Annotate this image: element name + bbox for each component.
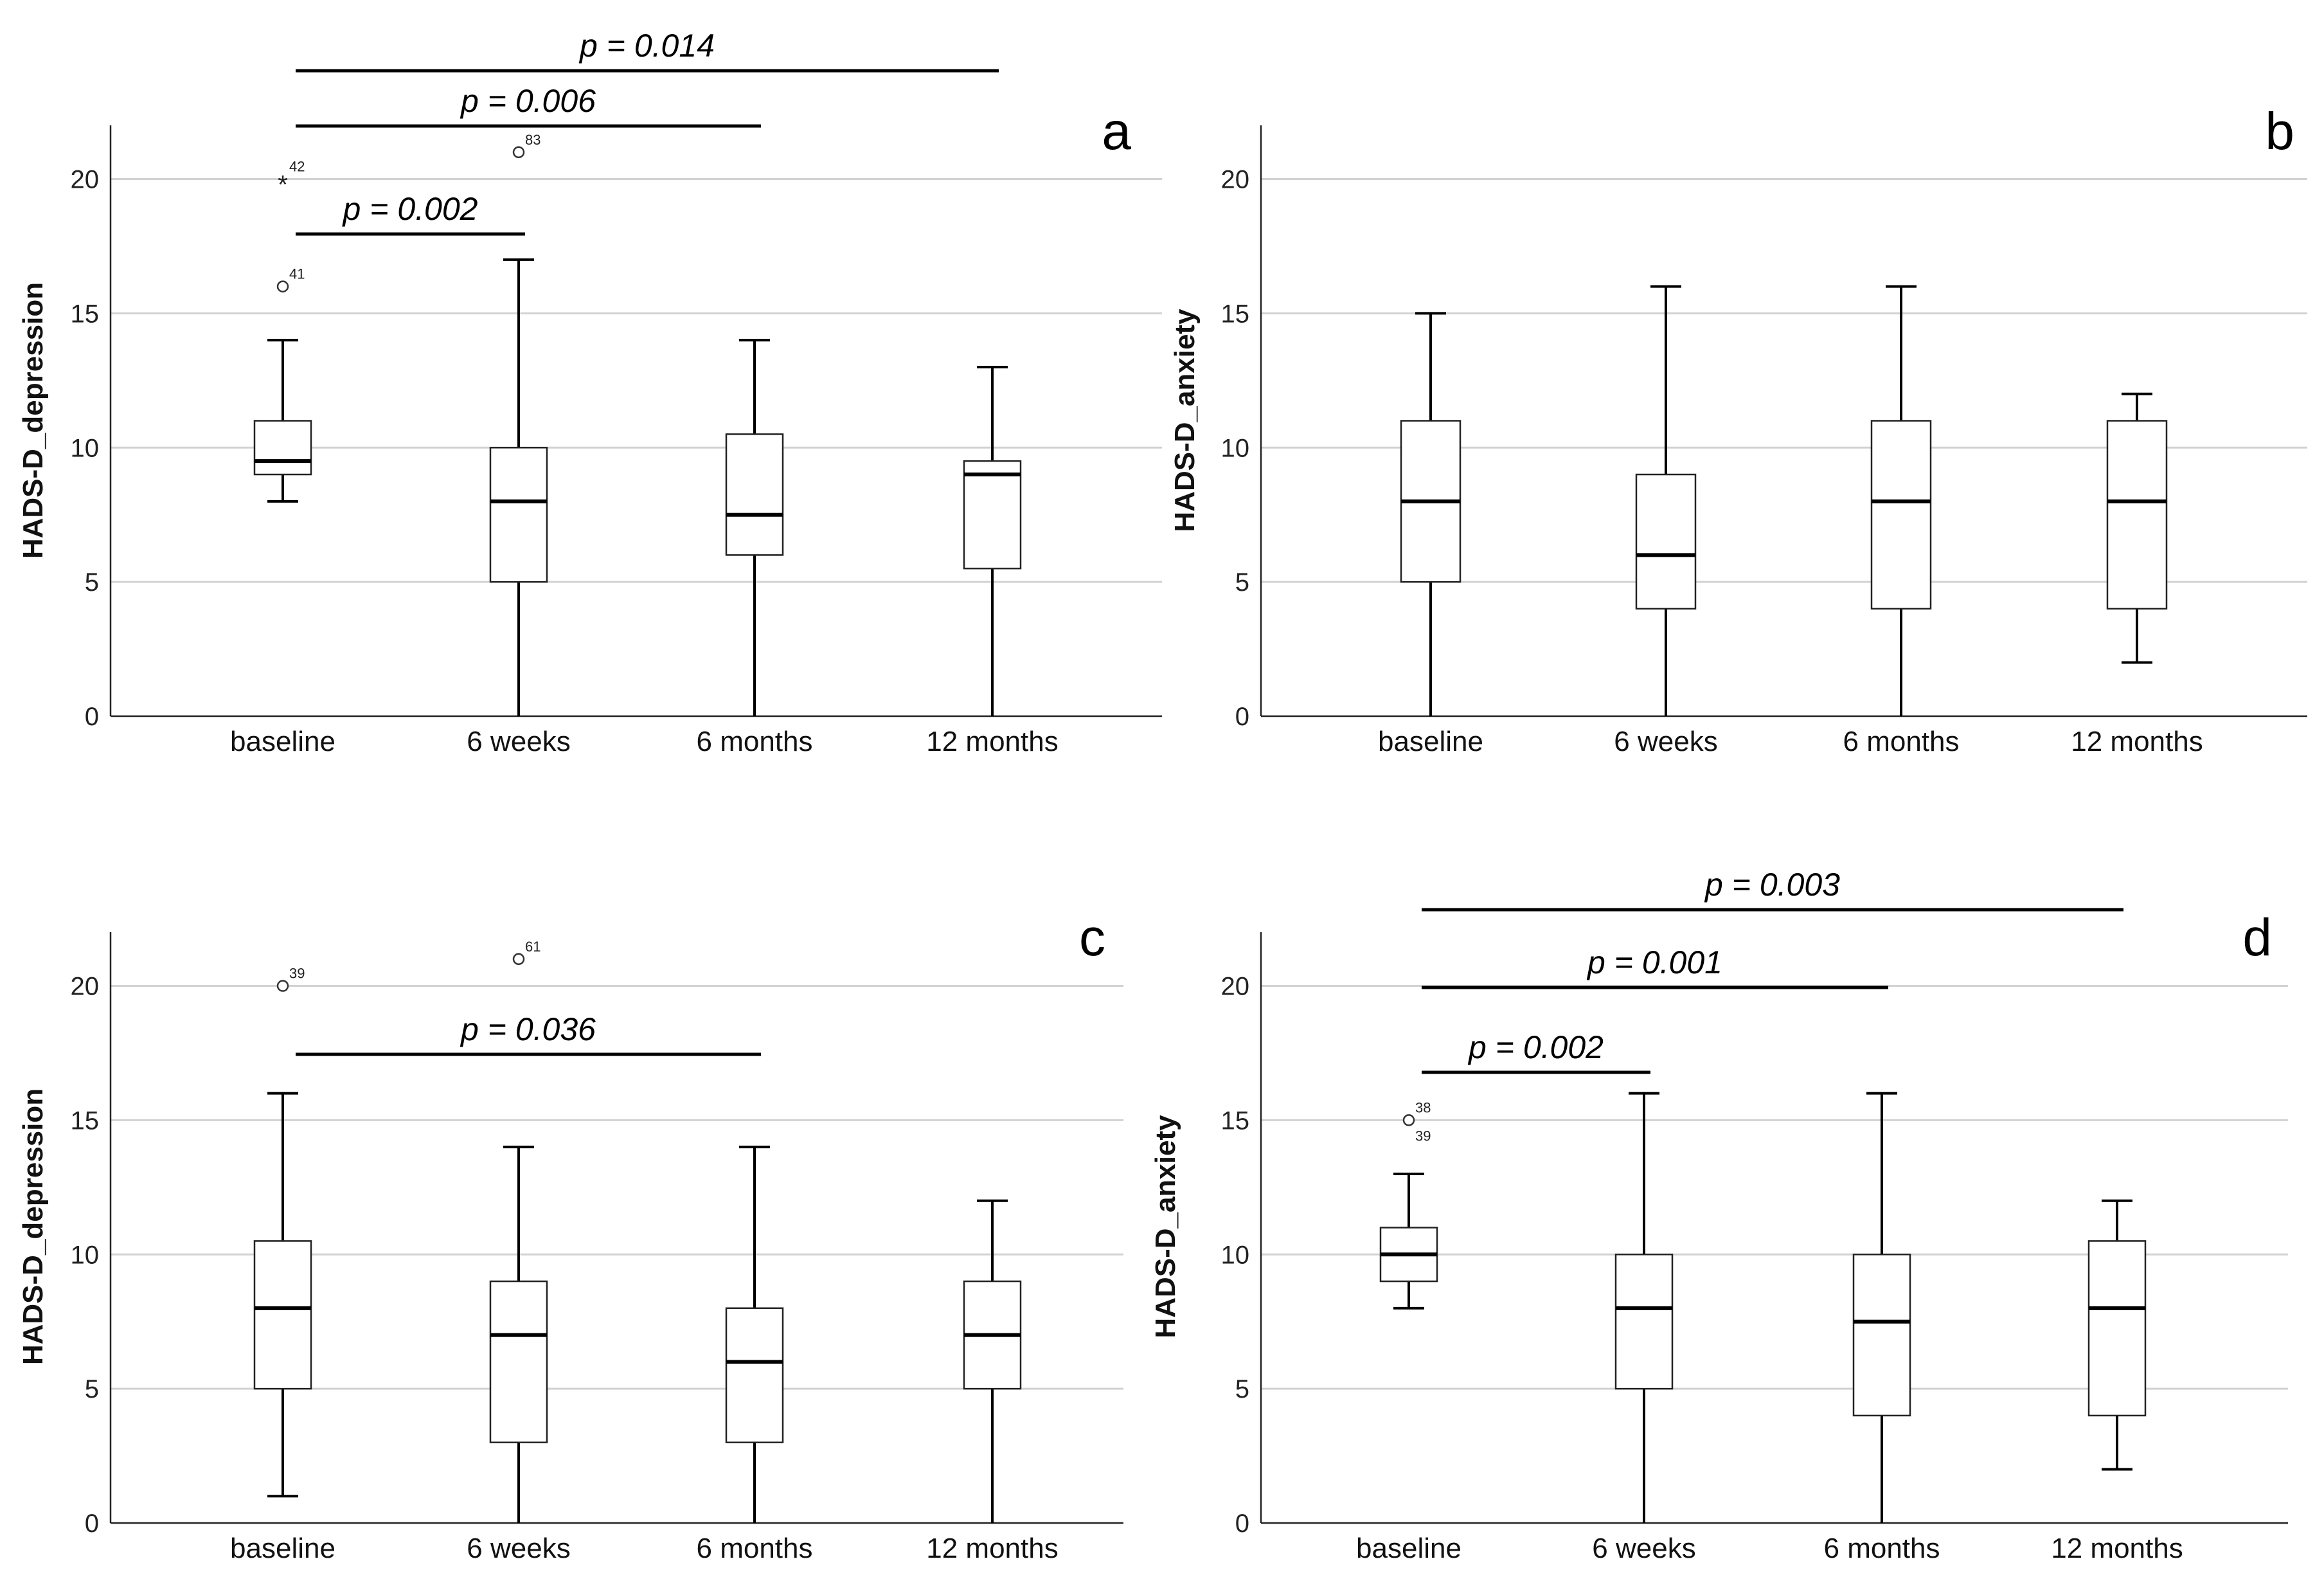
box-baseline <box>253 1092 312 1498</box>
box-6-weeks <box>1635 285 1697 716</box>
y-tick-label: 15 <box>71 300 100 328</box>
p-value-label: p = 0.002 <box>342 191 478 227</box>
box-12-months <box>963 1199 1022 1523</box>
y-tick-label: 0 <box>85 1509 99 1538</box>
y-tick-label: 15 <box>1221 300 1250 328</box>
x-tick-label: 6 weeks <box>1614 726 1717 757</box>
panel-a: 0 5 10 15 20 HADS-D_depression a baseline 6 week… <box>17 28 1162 757</box>
outlier-circle <box>1402 1114 1415 1126</box>
x-tick-label: baseline <box>1378 726 1483 757</box>
p-value-label: p = 0.006 <box>460 83 596 119</box>
y-tick-label: 10 <box>71 1241 100 1269</box>
outlier-label: 41 <box>289 266 305 282</box>
y-tick-label: 5 <box>1235 1375 1249 1403</box>
box-baseline <box>1379 1172 1438 1310</box>
outlier-label: 38 <box>1415 1099 1431 1115</box>
iqr-box <box>725 433 784 556</box>
outlier-label: 39 <box>1415 1128 1431 1144</box>
box-6-weeks <box>489 1146 548 1523</box>
x-tick-label: 6 weeks <box>1592 1533 1695 1564</box>
x-tick-label: 6 weeks <box>467 1533 570 1564</box>
box-6-weeks <box>489 258 548 716</box>
outlier-circle <box>512 146 525 159</box>
x-tick-label: baseline <box>230 726 335 757</box>
box-12-months <box>2106 392 2168 664</box>
iqr-box <box>253 1240 312 1390</box>
x-tick-label: 12 months <box>926 1533 1058 1564</box>
y-tick-label: 20 <box>1221 166 1250 194</box>
iqr-box <box>963 460 1022 570</box>
iqr-box <box>489 447 548 583</box>
p-value-label: p = 0.002 <box>1467 1029 1604 1065</box>
x-tick-label: baseline <box>1356 1533 1461 1564</box>
panel-letter: d <box>2242 908 2272 967</box>
y-tick-label: 5 <box>1235 568 1249 597</box>
y-axis-label: HADS-D_anxiety <box>1169 309 1201 532</box>
y-tick-label: 0 <box>1235 1509 1249 1538</box>
box-6-months <box>725 339 784 716</box>
iqr-box <box>725 1307 784 1443</box>
panel-letter: c <box>1079 908 1105 967</box>
y-tick-label: 0 <box>85 703 99 731</box>
outlier-star: * <box>278 171 288 199</box>
iqr-box <box>1870 420 1932 610</box>
y-tick-label: 15 <box>71 1106 100 1135</box>
p-value-label: p = 0.003 <box>1704 867 1840 903</box>
box-12-months <box>2087 1199 2147 1471</box>
y-axis-label: HADS-D_depression <box>17 1088 49 1365</box>
iqr-box <box>2106 420 2168 610</box>
iqr-box <box>2087 1240 2147 1417</box>
panel-c: 0 5 10 15 20 HADS-D_depression c baseline 6 week… <box>17 908 1123 1564</box>
y-tick-label: 15 <box>1221 1106 1250 1135</box>
y-tick-label: 20 <box>71 973 100 1001</box>
y-tick-label: 5 <box>85 1375 99 1403</box>
panel-b: 0 5 10 15 20 HADS-D_anxiety b baseline 6 weeks 6 … <box>1169 102 2307 757</box>
p-value-label: p = 0.014 <box>578 28 715 64</box>
y-tick-label: 10 <box>1221 1241 1250 1269</box>
outlier-label: 39 <box>289 966 305 982</box>
panel-letter: a <box>1102 102 1131 161</box>
box-6-months <box>1870 285 1932 716</box>
x-tick-label: baseline <box>230 1533 335 1564</box>
y-tick-label: 10 <box>1221 434 1250 462</box>
iqr-box <box>1635 473 1697 610</box>
x-tick-label: 6 months <box>697 1533 813 1564</box>
iqr-box <box>489 1280 548 1443</box>
y-tick-label: 20 <box>71 166 100 194</box>
iqr-box <box>253 420 312 476</box>
x-tick-label: 6 months <box>697 726 813 757</box>
x-tick-label: 6 months <box>1824 1533 1940 1564</box>
box-12-months <box>963 365 1022 716</box>
box-6-months <box>1852 1092 1911 1523</box>
box-6-weeks <box>1614 1092 1674 1523</box>
outlier-circle <box>512 953 525 966</box>
box-baseline <box>1400 312 1461 716</box>
iqr-box <box>1614 1254 1674 1390</box>
box-baseline <box>253 339 312 503</box>
x-tick-label: 6 months <box>1843 726 1960 757</box>
outlier-circle <box>276 980 289 992</box>
panel-letter: b <box>2265 102 2294 161</box>
y-tick-label: 20 <box>1221 973 1250 1001</box>
box-6-months <box>725 1146 784 1523</box>
y-tick-label: 0 <box>1235 703 1249 731</box>
panel-d: 0 5 10 15 20 HADS-D_anxiety d baseline 6 weeks 6 … <box>1150 867 2288 1564</box>
p-value-label: p = 0.001 <box>1586 944 1722 980</box>
outlier-circle <box>276 280 289 293</box>
x-tick-label: 6 weeks <box>467 726 570 757</box>
x-tick-label: 12 months <box>2051 1533 2183 1564</box>
outlier-label: 83 <box>525 132 541 148</box>
y-axis-label: HADS-D_depression <box>17 282 49 559</box>
outlier-label: 42 <box>289 159 305 175</box>
y-tick-label: 5 <box>85 568 99 597</box>
x-tick-label: 12 months <box>926 726 1058 757</box>
outlier-label: 61 <box>525 939 541 955</box>
iqr-box <box>1852 1254 1911 1417</box>
p-value-label: p = 0.036 <box>460 1011 596 1047</box>
y-tick-label: 10 <box>71 434 100 462</box>
x-tick-label: 12 months <box>2071 726 2203 757</box>
y-axis-label: HADS-D_anxiety <box>1150 1115 1181 1338</box>
